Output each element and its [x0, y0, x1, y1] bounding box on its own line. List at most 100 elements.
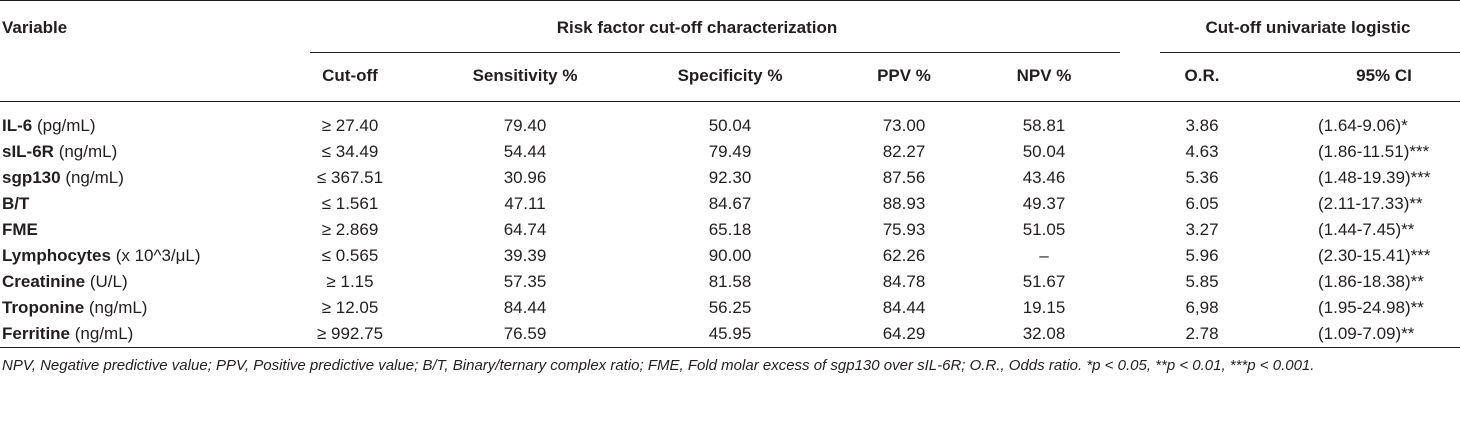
table-cell-spec: 65.18: [708, 220, 752, 239]
row-variable-name: IL-6: [2, 116, 33, 135]
table-cell-cutoff: ≤ 1.561: [321, 194, 379, 213]
row-label: IL-6 (pg/mL): [2, 116, 96, 136]
table-cell-ppv: 64.29: [882, 324, 926, 343]
table-cell-or: 4.63: [1185, 142, 1219, 161]
row-variable-name: sgp130: [2, 168, 61, 187]
table-cell-spec: 81.58: [708, 272, 752, 291]
table-cell-npv: 51.67: [1022, 272, 1066, 291]
table-cell-ppv: 73.00: [882, 116, 926, 135]
row-label: Troponine (ng/mL): [2, 298, 147, 318]
header-variable: Variable: [2, 18, 68, 37]
table-cell-sens: 39.39: [503, 246, 547, 265]
table-cell-ci: (2.11-17.33)**: [1318, 194, 1423, 213]
row-variable-unit: (ng/mL): [70, 324, 134, 343]
table-cell-spec: 56.25: [708, 298, 752, 317]
column-header: O.R.: [1184, 66, 1220, 85]
column-header: NPV %: [1016, 66, 1072, 85]
table-cell-npv: –: [1039, 246, 1049, 265]
table-cell-or: 2.78: [1185, 324, 1219, 343]
table-cell-spec: 90.00: [708, 246, 752, 265]
row-label: sgp130 (ng/mL): [2, 168, 124, 188]
table-cell-ci: (2.30-15.41)***: [1318, 246, 1431, 265]
table-cell-ci: (1.09-7.09)**: [1318, 324, 1415, 343]
table-cell-or: 6.05: [1185, 194, 1219, 213]
table-cell-ci: (1.64-9.06)*: [1318, 116, 1408, 135]
table-cell-ci: (1.48-19.39)***: [1318, 168, 1431, 187]
row-variable-unit: (ng/mL): [60, 168, 124, 187]
table-cell-npv: 58.81: [1022, 116, 1066, 135]
table-cell-ppv: 84.44: [882, 298, 926, 317]
table-cell-cutoff: ≥ 2.869: [321, 220, 379, 239]
table-cell-ppv: 87.56: [882, 168, 926, 187]
table-cell-sens: 64.74: [503, 220, 547, 239]
table-cell-ppv: 62.26: [882, 246, 926, 265]
table-cell-cutoff: ≤ 0.565: [321, 246, 379, 265]
row-variable-unit: (ng/mL): [53, 142, 118, 161]
table-cell-spec: 50.04: [708, 116, 752, 135]
table-cell-npv: 43.46: [1022, 168, 1066, 187]
table-cell-ppv: 84.78: [882, 272, 926, 291]
table-cell-sens: 30.96: [503, 168, 547, 187]
header-group-risk: Risk factor cut-off characterization: [556, 18, 838, 37]
table-cell-or: 6,98: [1185, 298, 1219, 317]
table-cell-ppv: 82.27: [882, 142, 926, 161]
table-cell-cutoff: ≥ 992.75: [316, 324, 384, 343]
table-cell-spec: 45.95: [708, 324, 752, 343]
table-cell-cutoff: ≥ 12.05: [321, 298, 379, 317]
row-variable-name: sIL-6R: [2, 142, 54, 161]
table-cell-or: 5.85: [1185, 272, 1219, 291]
table-cell-npv: 19.15: [1022, 298, 1066, 317]
row-variable-name: FME: [2, 220, 38, 239]
row-variable-unit: (pg/mL): [32, 116, 96, 135]
table-cell-ppv: 75.93: [882, 220, 926, 239]
row-variable-unit: (ng/mL): [84, 298, 148, 317]
table-cell-ci: (1.44-7.45)**: [1318, 220, 1415, 239]
column-header: PPV %: [877, 66, 931, 85]
table-cell-cutoff: ≥ 27.40: [321, 116, 379, 135]
table-cell-ci: (1.95-24.98)**: [1318, 298, 1424, 317]
table-cell-npv: 50.04: [1022, 142, 1066, 161]
table-cell-or: 5.36: [1185, 168, 1219, 187]
column-header: Specificity %: [677, 66, 783, 85]
table-cell-npv: 49.37: [1022, 194, 1066, 213]
table-cell-ci: (1.86-11.51)***: [1318, 142, 1430, 161]
row-label: FME: [2, 220, 38, 240]
table-cell-sens: 84.44: [503, 298, 547, 317]
table-cell-npv: 51.05: [1022, 220, 1066, 239]
table-cell-or: 3.86: [1185, 116, 1219, 135]
row-label: Ferritine (ng/mL): [2, 324, 133, 344]
row-label: B/T: [2, 194, 29, 214]
table-bottom-rule: [0, 347, 1460, 348]
table-cell-spec: 84.67: [708, 194, 752, 213]
table-footnote: NPV, Negative predictive value; PPV, Pos…: [2, 357, 1315, 374]
table-cell-sens: 79.40: [503, 116, 547, 135]
column-header: Sensitivity %: [472, 66, 578, 85]
table-top-rule: [0, 0, 1460, 1]
row-variable-name: Troponine: [2, 298, 85, 317]
table-cell-cutoff: ≤ 34.49: [321, 142, 379, 161]
table-cell-cutoff: ≥ 1.15: [326, 272, 374, 291]
table-header-rule: [0, 101, 1460, 102]
table-cell-or: 5.96: [1185, 246, 1219, 265]
row-variable-name: B/T: [2, 194, 30, 213]
table-cell-spec: 79.49: [708, 142, 752, 161]
table-cell-sens: 47.11: [504, 194, 546, 213]
group-rule-risk: [310, 52, 1120, 53]
row-variable-name: Ferritine: [2, 324, 71, 343]
column-header: Cut-off: [322, 66, 378, 85]
table-cell-sens: 54.44: [503, 142, 547, 161]
row-variable-name: Creatinine: [2, 272, 86, 291]
group-rule-logistic: [1160, 52, 1460, 53]
table-cell-cutoff: ≤ 367.51: [316, 168, 384, 187]
table-cell-ci: (1.86-18.38)**: [1318, 272, 1424, 291]
table-cell-sens: 57.35: [503, 272, 547, 291]
row-label: sIL-6R (ng/mL): [2, 142, 117, 162]
row-variable-unit: (U/L): [85, 272, 128, 291]
column-header: 95% CI: [1356, 66, 1412, 85]
row-label: Lymphocytes (x 10^3/μL): [2, 246, 201, 266]
row-variable-name: Lymphocytes: [2, 246, 111, 265]
table-cell-npv: 32.08: [1022, 324, 1066, 343]
row-label: Creatinine (U/L): [2, 272, 128, 292]
row-variable-unit: (x 10^3/μL): [110, 246, 201, 265]
table-cell-sens: 76.59: [503, 324, 547, 343]
